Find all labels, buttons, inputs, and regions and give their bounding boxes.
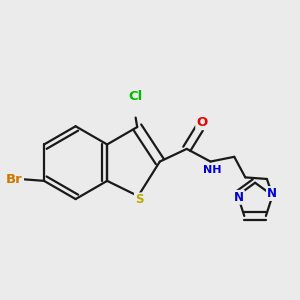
Text: O: O (196, 116, 208, 129)
Text: N: N (267, 187, 277, 200)
Text: Br: Br (6, 173, 23, 186)
Text: S: S (135, 194, 143, 206)
Text: Cl: Cl (128, 90, 143, 103)
Text: NH: NH (202, 165, 221, 176)
Text: N: N (234, 191, 244, 204)
